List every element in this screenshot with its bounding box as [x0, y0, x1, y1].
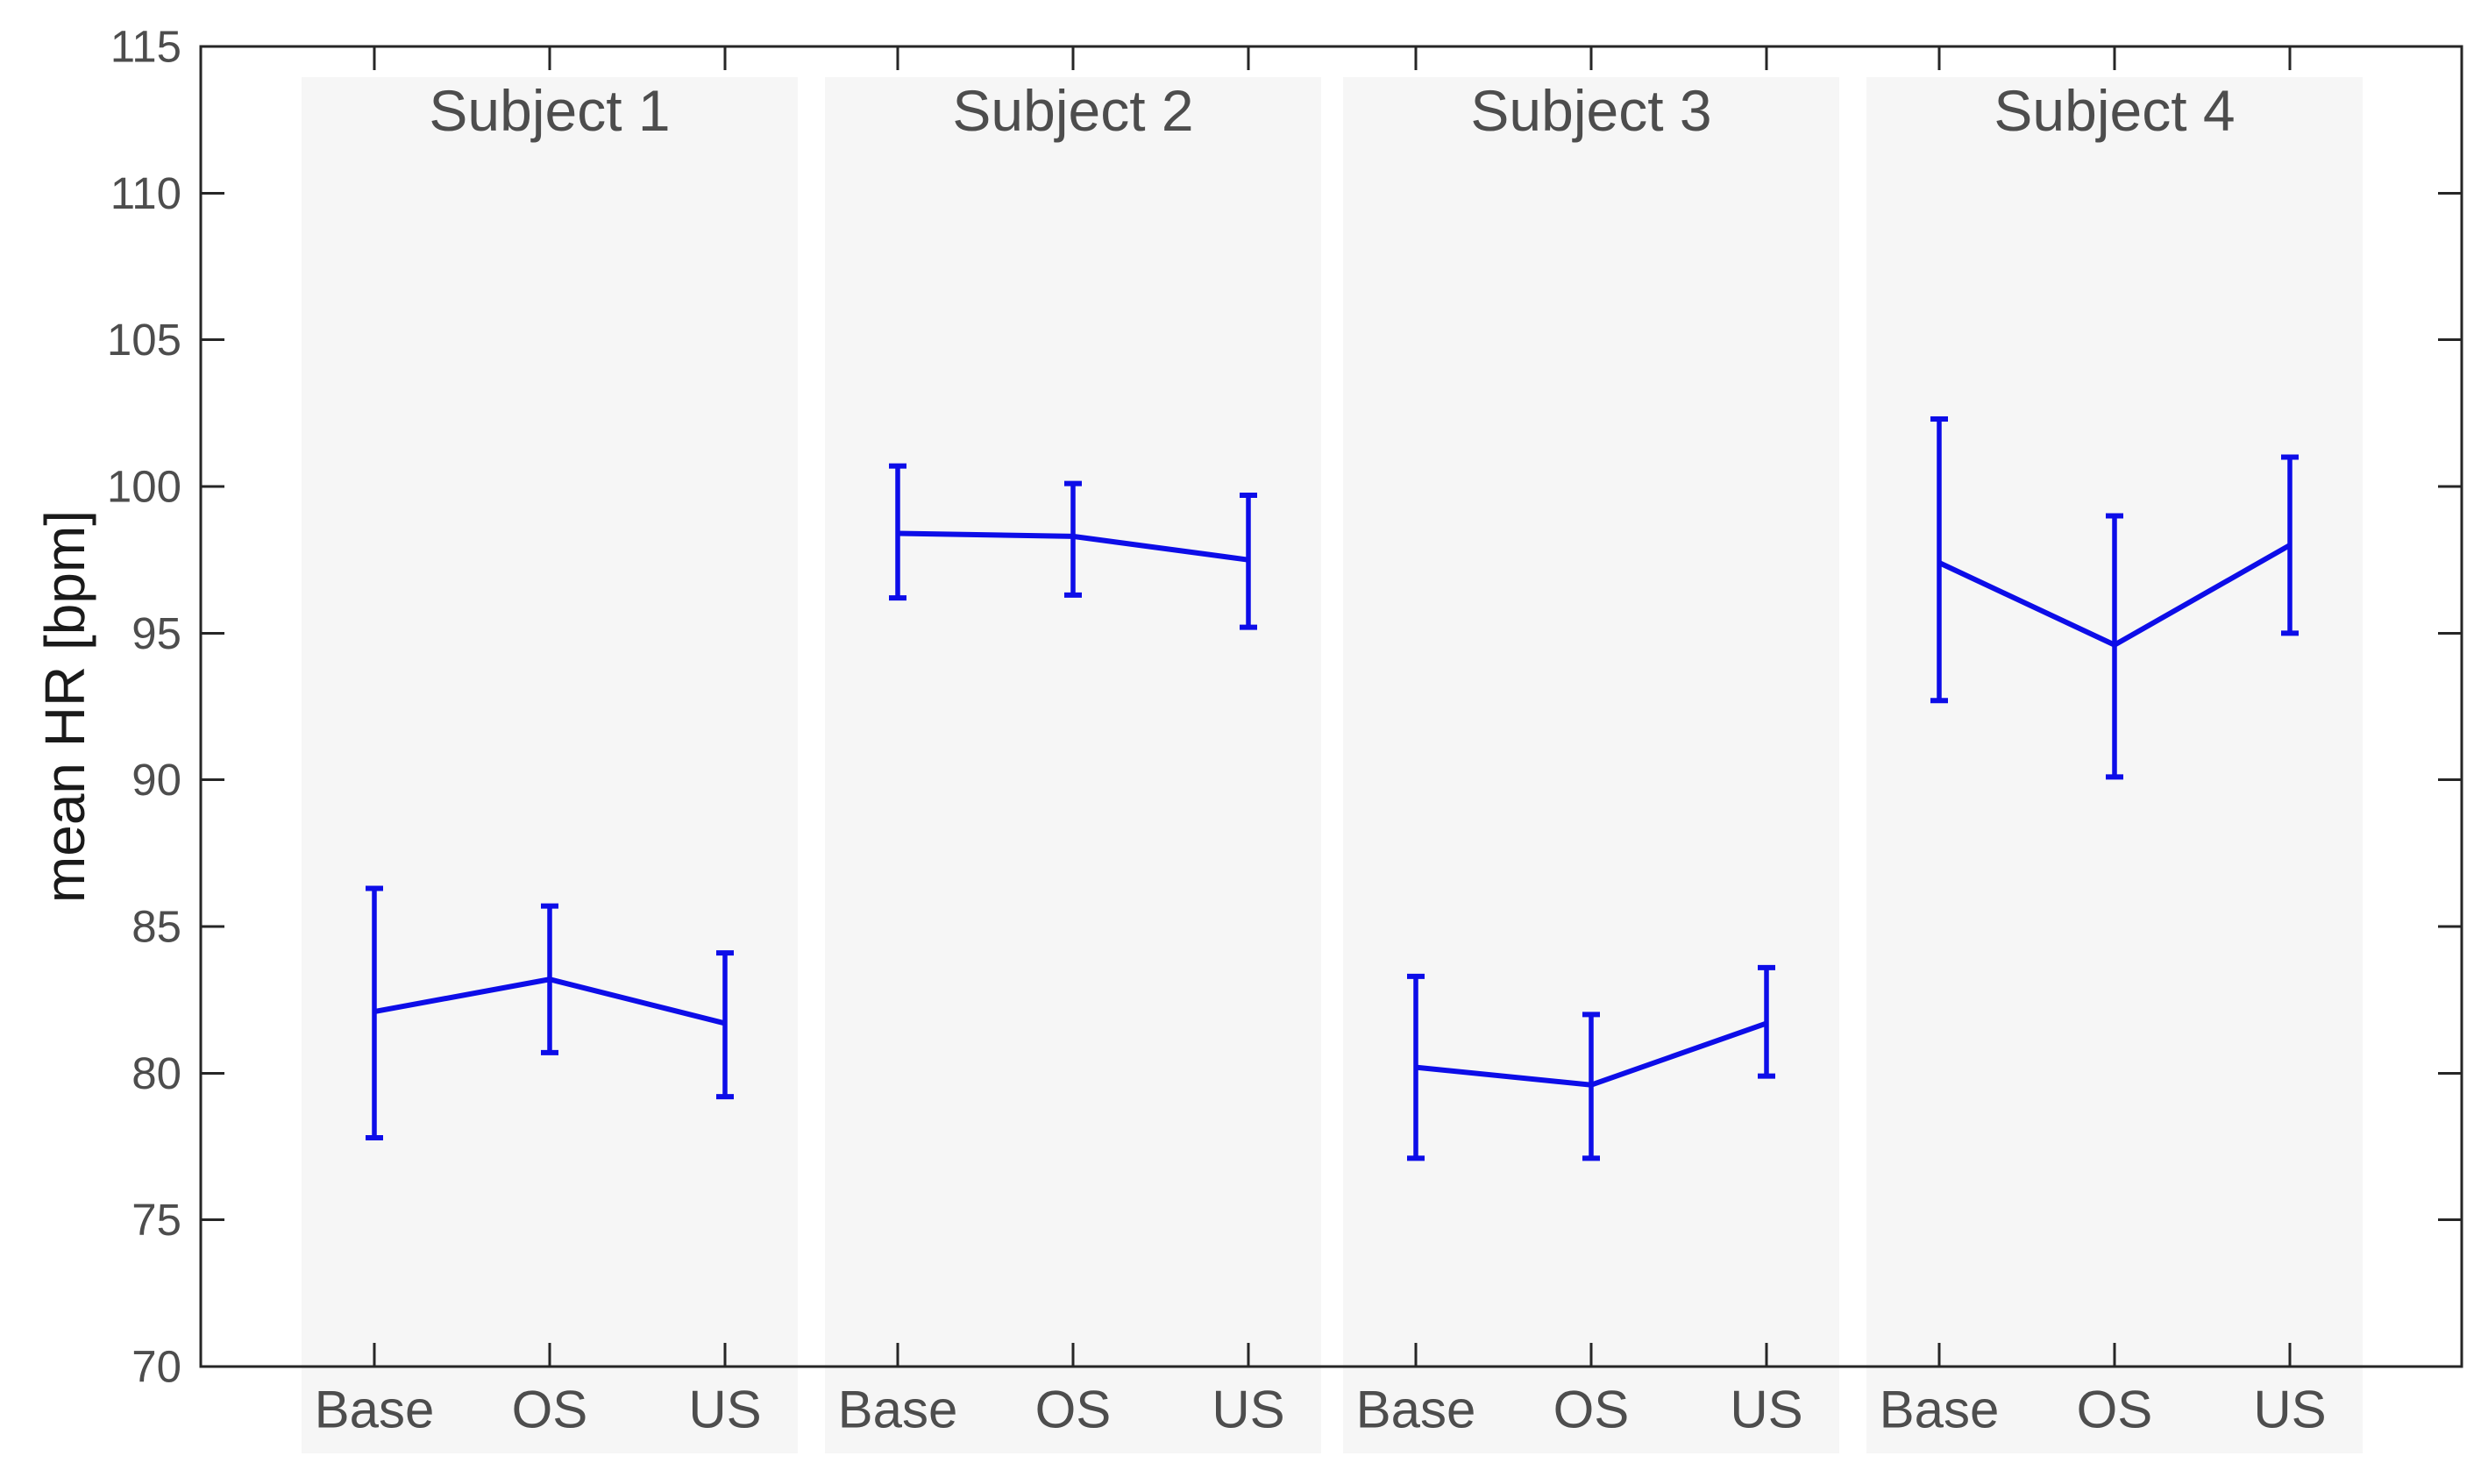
y-tick-label-80: 80 — [132, 1048, 181, 1098]
errorbar-series-subject-2 — [889, 463, 1257, 630]
x-tick-label-s2-us: US — [1212, 1381, 1284, 1439]
panel-title-subject-2: Subject 2 — [952, 78, 1193, 143]
y-tick-label-115: 115 — [110, 22, 181, 72]
y-tick-label-85: 85 — [132, 902, 181, 952]
y-tick-label-100: 100 — [107, 462, 181, 512]
y-tick-label-110: 110 — [110, 168, 181, 218]
y-tick-label-75: 75 — [132, 1195, 181, 1245]
x-tick-label-s2-base: Base — [838, 1381, 958, 1439]
x-tick-label-s3-us: US — [1730, 1381, 1802, 1439]
y-axis-label: mean HR [bpm] — [33, 510, 96, 903]
x-tick-label-s2-os: OS — [1035, 1381, 1112, 1439]
y-tick-label-95: 95 — [132, 608, 181, 658]
x-tick-label-s3-base: Base — [1356, 1381, 1476, 1439]
panel-band-subject-3 — [1343, 77, 1839, 1453]
x-tick-label-s4-os: OS — [2077, 1381, 2153, 1439]
x-tick-label-s3-os: OS — [1553, 1381, 1630, 1439]
panel-title-subject-4: Subject 4 — [1994, 78, 2235, 143]
y-tick-label-105: 105 — [107, 315, 181, 365]
x-tick-label-s1-us: US — [688, 1381, 761, 1439]
x-tick-label-s1-os: OS — [512, 1381, 588, 1439]
x-tick-label-s4-us: US — [2253, 1381, 2326, 1439]
x-tick-label-s1-base: Base — [315, 1381, 435, 1439]
panel-title-subject-3: Subject 3 — [1470, 78, 1711, 143]
errorbar-series-subject-4 — [1930, 416, 2299, 780]
y-tick-label-90: 90 — [132, 755, 181, 805]
panel-band-subject-2 — [825, 77, 1321, 1453]
errorbar-series-subject-1 — [366, 885, 734, 1140]
y-tick-label-70: 70 — [132, 1342, 181, 1392]
panel-band-subject-1 — [302, 77, 798, 1453]
axes-box — [199, 45, 2463, 1368]
x-tick-label-s4-base: Base — [1880, 1381, 2000, 1439]
panel-title-subject-1: Subject 1 — [429, 78, 670, 143]
errorbar-series-subject-3 — [1407, 964, 1775, 1161]
